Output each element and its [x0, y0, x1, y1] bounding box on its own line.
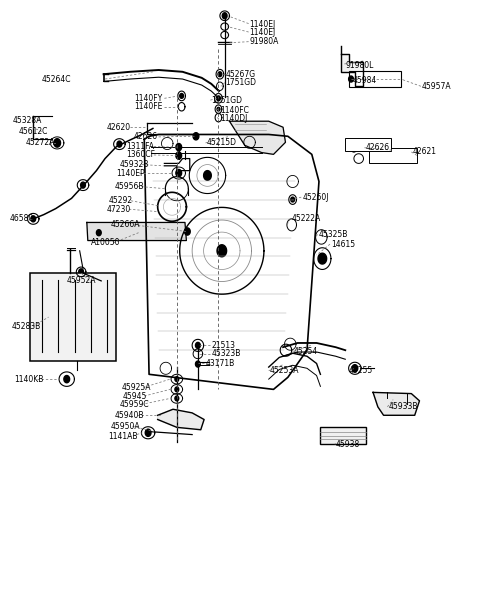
Text: 42626: 42626: [134, 132, 158, 141]
Polygon shape: [318, 253, 326, 264]
Text: 45938: 45938: [336, 440, 360, 449]
Text: 45940B: 45940B: [115, 411, 144, 420]
Polygon shape: [195, 342, 200, 349]
Polygon shape: [351, 145, 357, 152]
Polygon shape: [176, 170, 181, 176]
Text: 47230: 47230: [107, 205, 131, 214]
Polygon shape: [218, 72, 222, 77]
Polygon shape: [175, 387, 179, 392]
Text: 1311FA: 1311FA: [126, 142, 154, 151]
Text: 42620: 42620: [107, 123, 131, 132]
Text: 46580: 46580: [9, 214, 34, 223]
Text: 1360CF: 1360CF: [126, 150, 155, 159]
Text: 45932B: 45932B: [120, 160, 149, 169]
Bar: [30, 273, 116, 361]
Polygon shape: [348, 76, 353, 82]
Text: 1140EJ: 1140EJ: [250, 28, 276, 36]
Text: 45328A: 45328A: [12, 115, 42, 124]
Text: 1140EP: 1140EP: [116, 169, 144, 178]
Text: 91980L: 91980L: [345, 60, 373, 69]
Polygon shape: [79, 269, 84, 275]
Polygon shape: [217, 108, 220, 111]
Polygon shape: [229, 121, 286, 155]
Text: 45267G: 45267G: [226, 69, 256, 79]
Polygon shape: [195, 361, 200, 367]
Text: 45260J: 45260J: [302, 193, 329, 202]
Text: 43171B: 43171B: [205, 359, 235, 368]
Polygon shape: [157, 410, 204, 430]
Polygon shape: [176, 144, 181, 151]
Polygon shape: [145, 429, 151, 436]
Polygon shape: [176, 152, 181, 159]
Text: 45945: 45945: [123, 391, 147, 400]
Polygon shape: [87, 222, 186, 240]
Polygon shape: [31, 216, 36, 222]
Text: 45255: 45255: [349, 366, 373, 375]
Polygon shape: [352, 365, 358, 372]
Polygon shape: [64, 376, 70, 383]
Text: 45956B: 45956B: [115, 182, 144, 191]
Text: 1140FC: 1140FC: [220, 106, 249, 115]
Text: 1140DJ: 1140DJ: [220, 114, 247, 123]
Text: 1751GD: 1751GD: [211, 95, 242, 104]
Polygon shape: [54, 139, 60, 147]
Polygon shape: [175, 396, 179, 401]
Text: 45933B: 45933B: [388, 402, 418, 411]
Polygon shape: [217, 245, 227, 257]
Text: 14615: 14615: [331, 240, 355, 249]
Bar: [321, 427, 366, 443]
Text: 45984: 45984: [352, 76, 377, 85]
Text: 45266A: 45266A: [111, 220, 140, 230]
Polygon shape: [81, 182, 85, 188]
Text: 42621: 42621: [412, 147, 436, 156]
Text: 45272A: 45272A: [25, 138, 55, 147]
Bar: [345, 138, 391, 152]
Text: 45959C: 45959C: [120, 400, 149, 409]
Polygon shape: [291, 197, 295, 202]
Text: 1140EJ: 1140EJ: [250, 21, 276, 30]
Polygon shape: [373, 393, 420, 416]
Text: 45957A: 45957A: [422, 82, 452, 91]
Text: 45283B: 45283B: [11, 321, 40, 330]
Text: 42626: 42626: [365, 143, 390, 152]
Text: 1751GD: 1751GD: [226, 78, 257, 87]
Text: A10050: A10050: [91, 239, 120, 248]
Text: 45612C: 45612C: [19, 127, 48, 136]
Text: 45253A: 45253A: [270, 366, 299, 375]
Text: 45222A: 45222A: [292, 214, 321, 223]
Text: 45952A: 45952A: [67, 276, 96, 285]
Text: 45925A: 45925A: [121, 383, 151, 392]
Polygon shape: [96, 230, 101, 236]
Polygon shape: [117, 141, 122, 147]
Text: 1140FY: 1140FY: [134, 94, 162, 103]
Text: 45950A: 45950A: [111, 422, 140, 431]
Polygon shape: [184, 228, 190, 235]
Text: 45254: 45254: [294, 347, 318, 356]
Polygon shape: [193, 133, 199, 140]
Text: 45323B: 45323B: [211, 349, 240, 358]
Text: 45215D: 45215D: [206, 138, 237, 147]
Polygon shape: [180, 94, 183, 98]
Text: 1141AB: 1141AB: [108, 432, 137, 442]
Polygon shape: [222, 13, 227, 19]
Polygon shape: [216, 96, 220, 101]
Text: 21513: 21513: [211, 341, 235, 350]
Text: 45325B: 45325B: [319, 230, 348, 239]
Text: 1140KB: 1140KB: [14, 374, 44, 384]
Bar: [369, 149, 417, 164]
Text: 45264C: 45264C: [41, 74, 71, 83]
Polygon shape: [340, 46, 363, 86]
Text: 45292: 45292: [109, 196, 133, 205]
Text: 91980A: 91980A: [250, 37, 279, 46]
Text: 1140FE: 1140FE: [134, 102, 162, 111]
Polygon shape: [175, 377, 179, 382]
Bar: [349, 71, 401, 88]
Polygon shape: [204, 171, 211, 180]
